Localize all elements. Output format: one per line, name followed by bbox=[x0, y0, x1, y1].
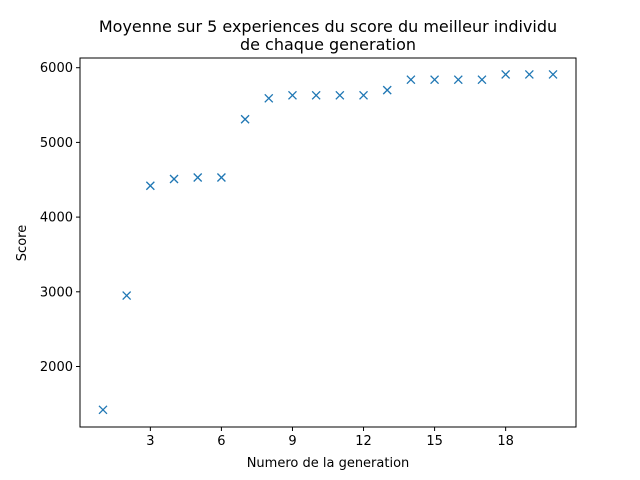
y-axis-label: Score bbox=[15, 225, 30, 261]
data-point bbox=[264, 93, 274, 103]
y-tick-label: 6000 bbox=[40, 61, 73, 76]
x-axis: 3 6 9 12 15 18 bbox=[146, 427, 514, 449]
x-axis-label: Numero de la generation bbox=[247, 456, 410, 471]
data-point bbox=[122, 291, 132, 300]
x-tick-label: 9 bbox=[288, 434, 296, 449]
plot-area bbox=[79, 57, 577, 428]
data-point bbox=[477, 75, 487, 85]
data-point bbox=[288, 90, 297, 100]
data-point bbox=[406, 75, 416, 85]
data-point bbox=[524, 69, 534, 79]
y-tick-label: 3000 bbox=[40, 285, 73, 300]
data-point bbox=[359, 90, 368, 100]
data-point bbox=[501, 69, 511, 79]
data-point bbox=[193, 173, 203, 182]
data-point bbox=[453, 75, 463, 85]
chart-title: Moyenne sur 5 experiences du score du me… bbox=[99, 17, 557, 36]
data-point bbox=[169, 174, 179, 184]
y-tick-label: 5000 bbox=[40, 136, 73, 151]
data-point bbox=[216, 173, 226, 182]
chart-subtitle: de chaque generation bbox=[240, 35, 416, 54]
data-series bbox=[98, 69, 558, 415]
data-point bbox=[145, 181, 155, 191]
data-point bbox=[335, 90, 345, 100]
x-tick-label: 18 bbox=[497, 434, 514, 449]
y-axis: 2000 3000 4000 5000 6000 bbox=[40, 61, 80, 375]
data-point bbox=[311, 90, 321, 100]
x-tick-label: 12 bbox=[355, 434, 372, 449]
x-tick-label: 6 bbox=[217, 434, 225, 449]
data-point bbox=[382, 85, 392, 95]
data-point bbox=[548, 69, 558, 79]
data-point bbox=[430, 75, 440, 85]
y-tick-label: 4000 bbox=[40, 211, 73, 226]
x-tick-label: 15 bbox=[426, 434, 443, 449]
data-point bbox=[240, 114, 250, 124]
y-tick-label: 2000 bbox=[40, 360, 73, 375]
x-tick-label: 3 bbox=[146, 434, 154, 449]
data-point bbox=[98, 405, 108, 415]
